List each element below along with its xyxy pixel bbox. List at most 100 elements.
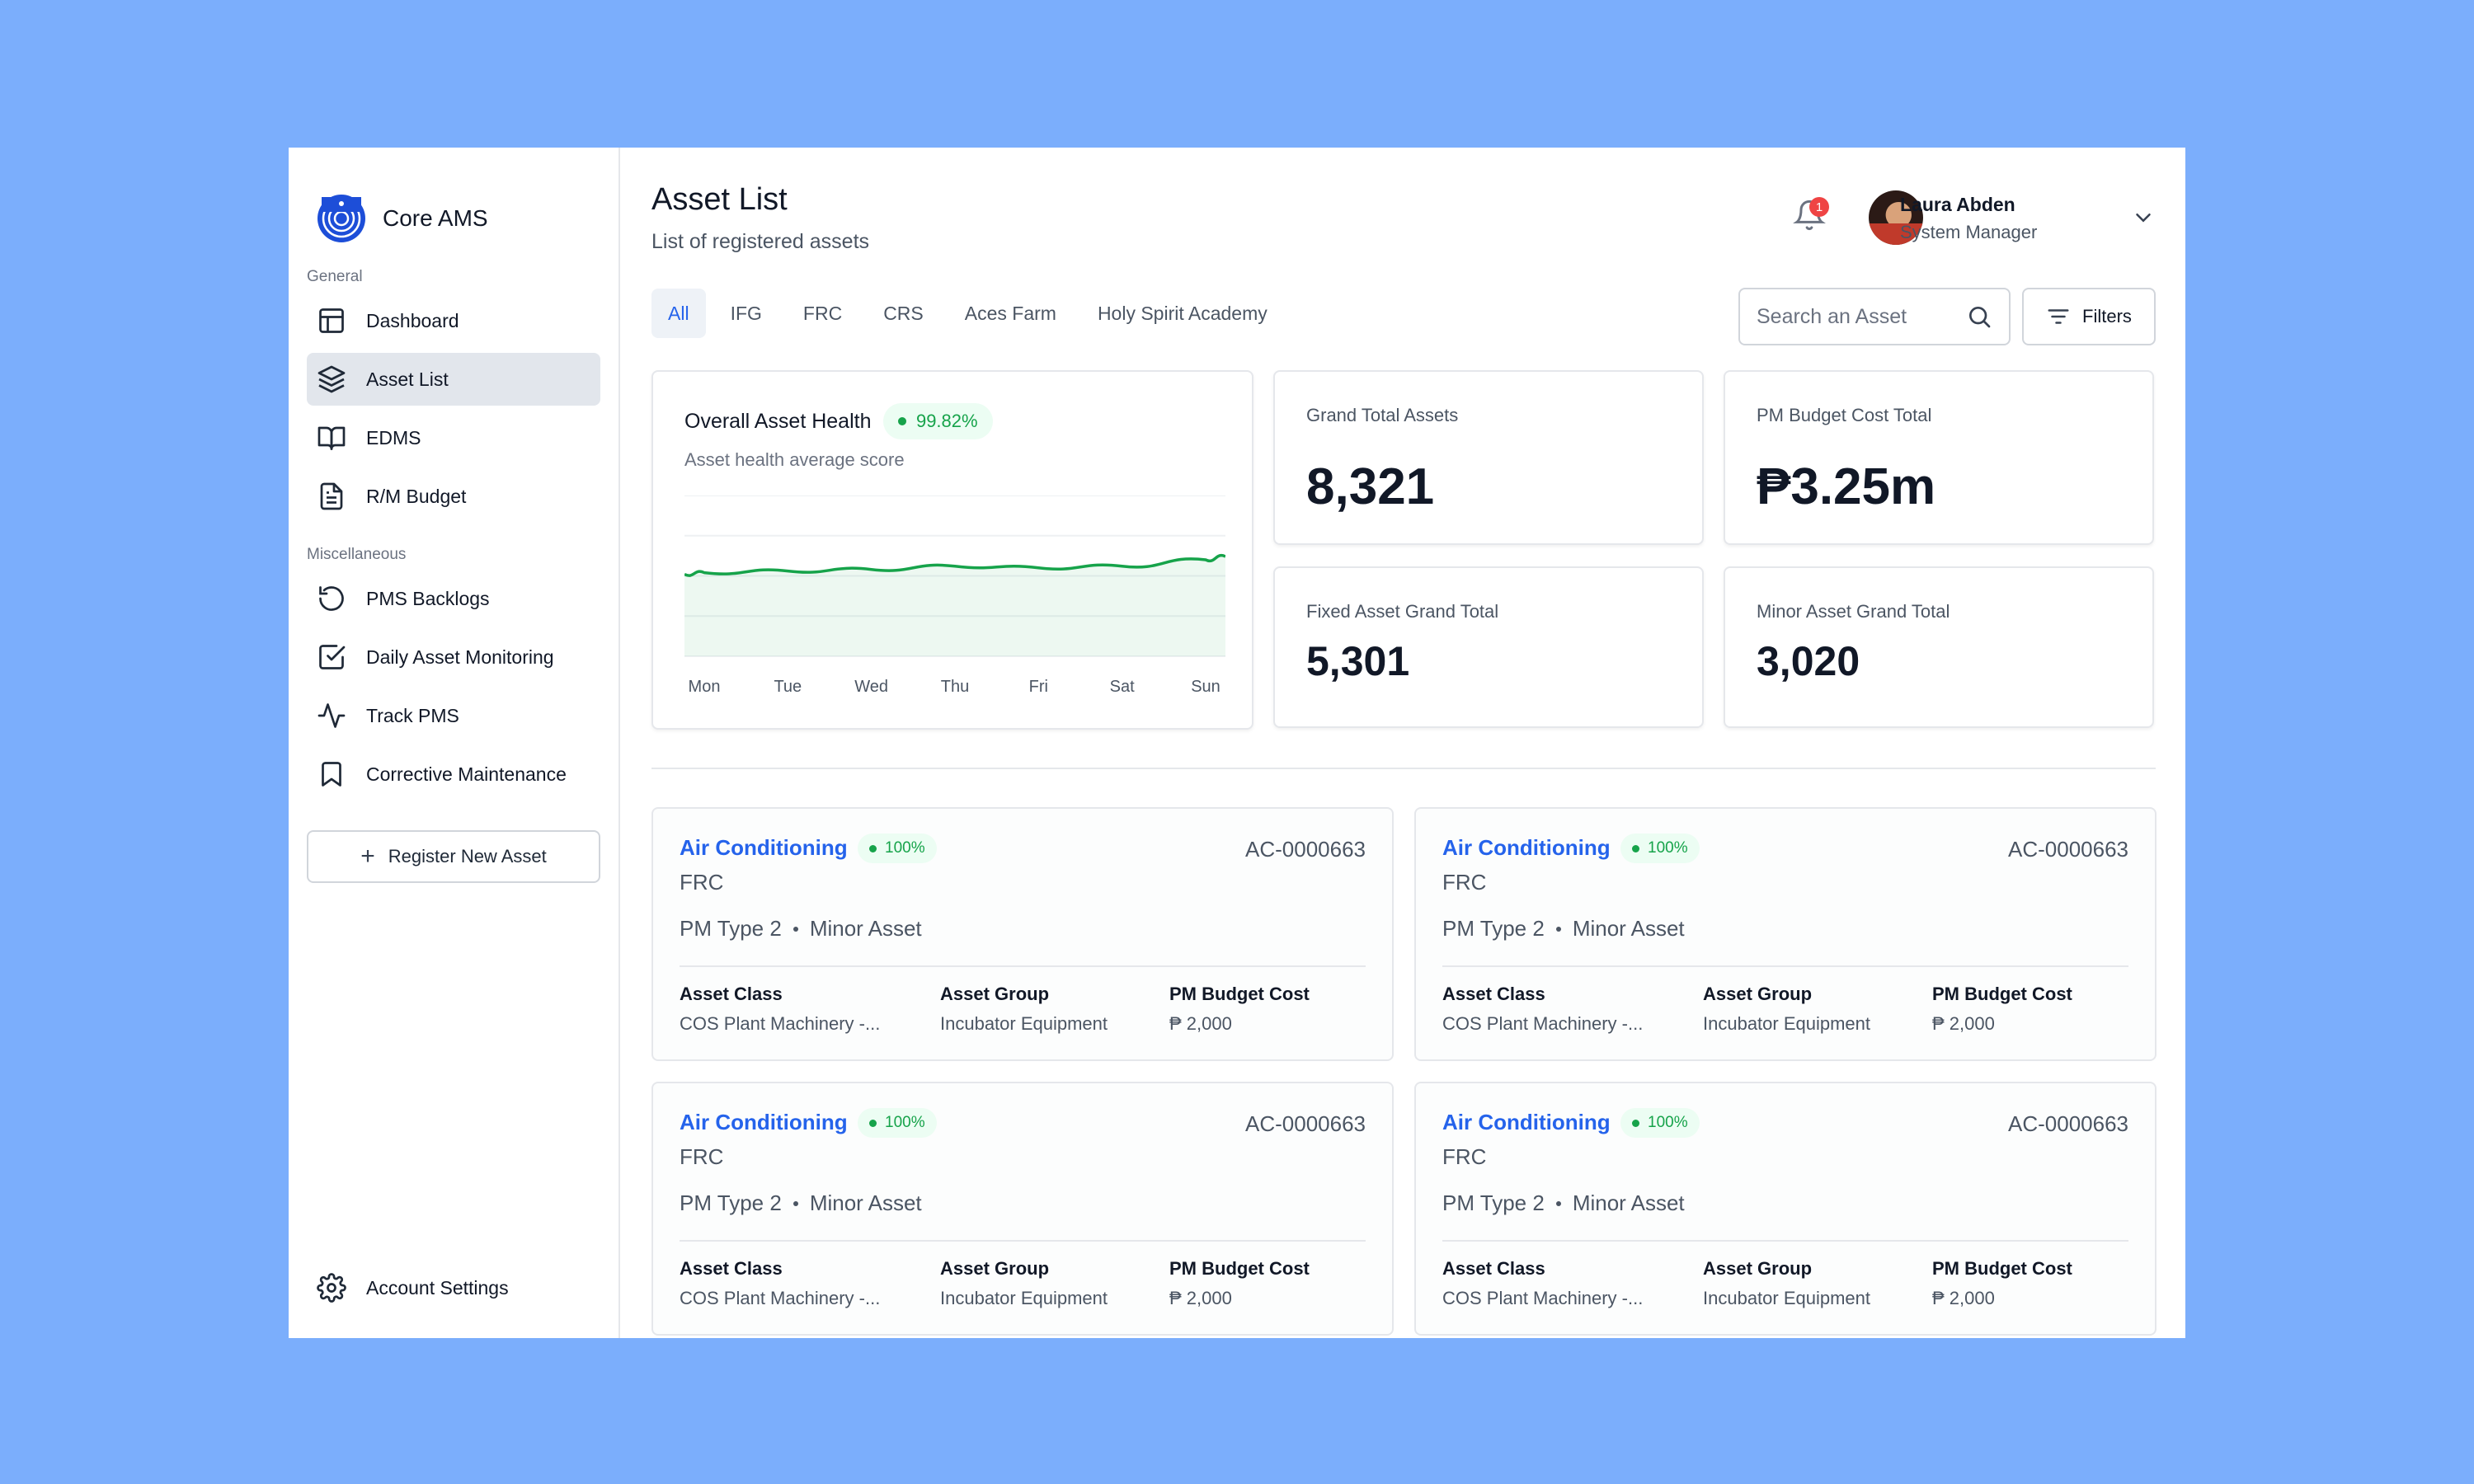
health-title: Overall Asset Health <box>684 409 872 433</box>
x-tick-label: Sun <box>1191 678 1221 696</box>
filters-label: Filters <box>2082 306 2132 326</box>
status-dot <box>1632 1119 1639 1127</box>
asset-name[interactable]: Air Conditioning <box>680 835 848 860</box>
asset-pm-type: PM Type 2 <box>680 1190 782 1215</box>
sidebar-item-label: Track PMS <box>366 704 459 726</box>
minor-asset-label: Minor Asset Grand Total <box>1757 601 1950 622</box>
asset-health: 100% <box>885 1114 925 1131</box>
asset-group: Asset Group Incubator Equipment <box>940 1258 1108 1309</box>
register-new-asset-button[interactable]: + Register New Asset <box>307 830 600 883</box>
user-name: Laura Abden <box>1900 194 2015 215</box>
attr-value: Incubator Equipment <box>940 1288 1108 1308</box>
sidebar-item-pms-backlogs[interactable]: PMS Backlogs <box>307 572 600 625</box>
x-tick-label: Thu <box>941 678 969 696</box>
asset-health-card: Overall Asset Health 99.82% Asset health… <box>651 370 1253 730</box>
attr-label: Asset Class <box>680 984 783 1004</box>
attr-label: Asset Class <box>1442 1258 1545 1279</box>
gear-icon <box>317 1273 346 1303</box>
grand-total-card: Grand Total Assets 8,321 <box>1273 370 1704 545</box>
asset-pm-type: PM Type 2 <box>1442 916 1545 941</box>
divider <box>680 1240 1366 1242</box>
filters-button[interactable]: Filters <box>2022 288 2156 345</box>
sidebar-item-corrective-maintenance[interactable]: Corrective Maintenance <box>307 748 600 801</box>
asset-card[interactable]: Air Conditioning 100% AC-0000663 FRC PM … <box>1414 807 2157 1061</box>
x-tick-label: Mon <box>689 678 721 696</box>
section-label-misc: Miscellaneous <box>307 546 407 563</box>
asset-category: Minor Asset <box>1572 1190 1685 1215</box>
attr-value: ₱ 2,000 <box>1169 1288 1232 1308</box>
sidebar-item-edms[interactable]: EDMS <box>307 411 600 464</box>
x-tick-label: Tue <box>774 678 802 696</box>
sidebar-item-dashboard[interactable]: Dashboard <box>307 294 600 347</box>
divider <box>1442 1240 2128 1242</box>
asset-meta: PM Type 2 Minor Asset <box>680 1190 922 1216</box>
filter-icon <box>2048 309 2069 324</box>
brand[interactable]: Core AMS <box>307 186 600 251</box>
attr-value: COS Plant Machinery -... <box>680 1288 881 1308</box>
asset-category: Minor Asset <box>809 916 922 941</box>
asset-pm-type: PM Type 2 <box>680 916 782 941</box>
tab-frc[interactable]: FRC <box>802 302 843 324</box>
sidebar-item-daily-monitoring[interactable]: Daily Asset Monitoring <box>307 631 600 683</box>
sidebar-item-asset-list[interactable]: Asset List <box>307 353 600 406</box>
grand-total-label: Grand Total Assets <box>1306 405 1459 425</box>
asset-health: 100% <box>885 839 925 857</box>
brand-logo-icon <box>317 195 365 242</box>
asset-org: FRC <box>1442 870 1487 895</box>
health-chart: Mon Tue Wed Thu Fri Sat Sun <box>684 495 1225 696</box>
asset-org: FRC <box>680 1144 724 1169</box>
attr-label: Asset Class <box>680 1258 783 1279</box>
sidebar-item-account-settings[interactable]: Account Settings <box>307 1261 600 1314</box>
attr-value: COS Plant Machinery -... <box>1442 1013 1644 1034</box>
fixed-asset-value: 5,301 <box>1306 638 1410 684</box>
history-icon <box>319 586 344 611</box>
sidebar-item-label: R/M Budget <box>366 485 467 507</box>
tab-bar: All IFG FRC CRS Aces Farm Holy Spirit Ac… <box>651 288 2156 339</box>
asset-card[interactable]: Air Conditioning 100% AC-0000663 FRC PM … <box>651 807 1394 1061</box>
attr-value: COS Plant Machinery -... <box>1442 1288 1644 1308</box>
asset-name[interactable]: Air Conditioning <box>680 1110 848 1134</box>
asset-card[interactable]: Air Conditioning 100% AC-0000663 FRC PM … <box>1414 1082 2157 1336</box>
attr-label: Asset Group <box>1703 984 1813 1004</box>
asset-group: Asset Group Incubator Equipment <box>1703 984 1870 1035</box>
asset-pm-cost: PM Budget Cost ₱ 2,000 <box>1932 984 2072 1035</box>
asset-meta: PM Type 2 Minor Asset <box>680 916 922 942</box>
sidebar-item-rm-budget[interactable]: R/M Budget <box>307 470 600 523</box>
asset-id: AC-0000663 <box>1245 837 1366 862</box>
asset-health: 100% <box>1648 1114 1688 1131</box>
asset-name[interactable]: Air Conditioning <box>1442 1110 1611 1134</box>
filters-row: All IFG FRC CRS Aces Farm Holy Spirit Ac… <box>651 288 2156 347</box>
asset-card[interactable]: Air Conditioning 100% AC-0000663 FRC PM … <box>651 1082 1394 1336</box>
asset-group: Asset Group Incubator Equipment <box>940 984 1108 1035</box>
asset-class: Asset Class COS Plant Machinery -... <box>680 1258 880 1309</box>
tab-all[interactable]: All <box>651 289 706 338</box>
search-icon[interactable] <box>1966 303 1992 330</box>
tab-crs[interactable]: CRS <box>883 302 924 324</box>
asset-pm-cost: PM Budget Cost ₱ 2,000 <box>1169 1258 1310 1309</box>
pm-budget-card: PM Budget Cost Total ₱3.25m <box>1724 370 2154 545</box>
page-subtitle: List of registered assets <box>651 230 870 253</box>
main-content: Asset List List of registered assets 1 L… <box>620 148 2185 1338</box>
asset-class: Asset Class COS Plant Machinery -... <box>1442 984 1643 1035</box>
tab-holy-spirit-academy[interactable]: Holy Spirit Academy <box>1097 302 1268 324</box>
sidebar-item-track-pms[interactable]: Track PMS <box>307 689 600 742</box>
chevron-down-icon[interactable] <box>2131 205 2156 230</box>
attr-label: Asset Group <box>940 984 1050 1004</box>
asset-org: FRC <box>1442 1144 1487 1169</box>
search-input[interactable] <box>1757 304 1954 329</box>
asset-health-badge: 100% <box>1620 834 1700 863</box>
checkbox-icon <box>319 645 346 669</box>
tab-aces-farm[interactable]: Aces Farm <box>964 302 1056 324</box>
asset-name[interactable]: Air Conditioning <box>1442 835 1611 860</box>
asset-meta: PM Type 2 Minor Asset <box>1442 916 1685 942</box>
dashboard-icon <box>319 308 344 333</box>
tab-ifg[interactable]: IFG <box>730 302 762 324</box>
attr-value: ₱ 2,000 <box>1932 1013 1995 1034</box>
divider <box>680 965 1366 967</box>
asset-health-badge: 100% <box>858 1108 937 1138</box>
status-dot <box>897 417 906 425</box>
attr-value: COS Plant Machinery -... <box>680 1013 881 1034</box>
brand-name: Core AMS <box>383 205 488 231</box>
separator-dot <box>1555 926 1561 932</box>
minor-asset-card: Minor Asset Grand Total 3,020 <box>1724 566 2154 728</box>
